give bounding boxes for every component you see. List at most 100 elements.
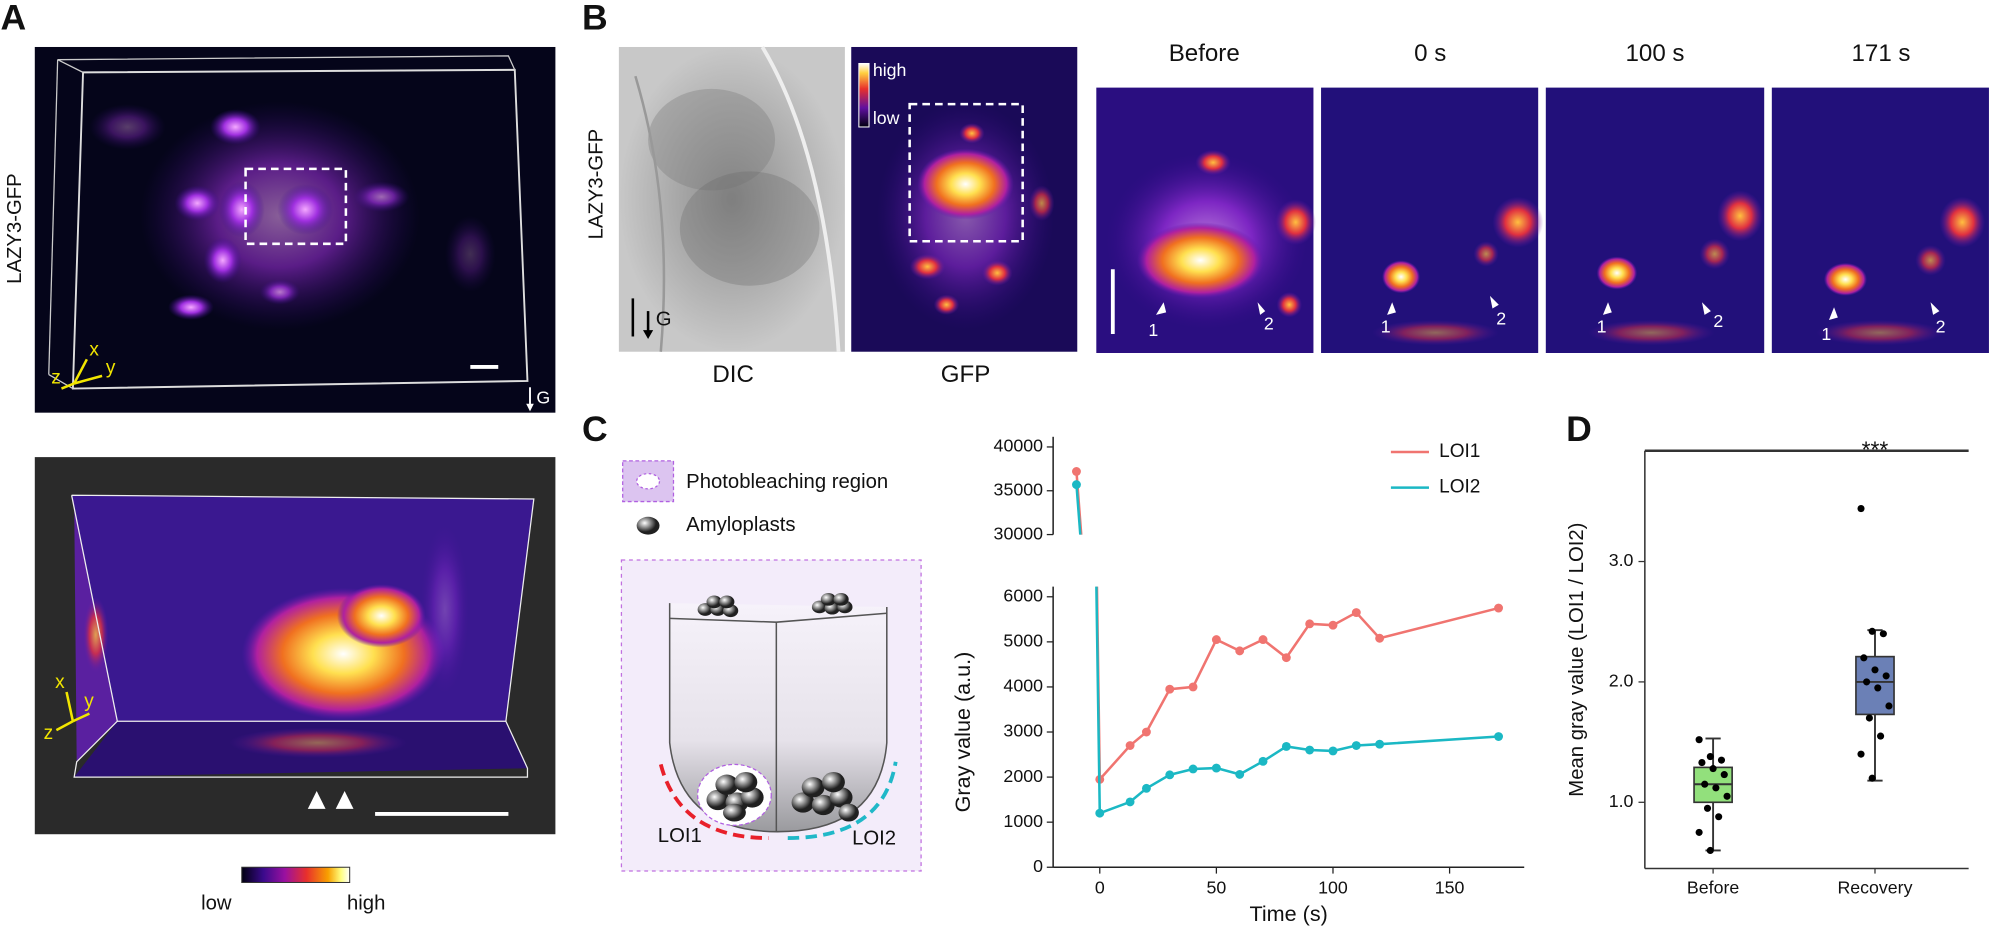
- colorbar-label: low: [873, 108, 900, 128]
- y-tick-label: 1000: [1003, 811, 1043, 831]
- point: [1857, 750, 1865, 758]
- x-tick-label: 150: [1435, 878, 1465, 898]
- x-tick-label: 0: [1095, 878, 1105, 898]
- image-label: GFP: [941, 361, 991, 388]
- axis-letter: x: [89, 339, 99, 360]
- point: [1351, 741, 1361, 750]
- point: [1494, 732, 1504, 741]
- axis-letter: x: [55, 672, 65, 693]
- y-tick-label: 2.0: [1609, 671, 1634, 691]
- legend-label: Amyloplasts: [686, 514, 795, 536]
- point: [1125, 741, 1135, 750]
- y-tick-label: 6000: [1003, 585, 1043, 605]
- y-tick-label: 0: [1033, 856, 1043, 876]
- y-tick-label: 30000: [994, 523, 1044, 543]
- y-tick-label: 1.0: [1609, 791, 1634, 811]
- time-image: [1096, 87, 1316, 353]
- point: [1375, 633, 1385, 643]
- y-tick-label: 3.0: [1609, 550, 1634, 570]
- point: [1072, 480, 1081, 490]
- x-tick-label: Recovery: [1837, 878, 1912, 898]
- point: [1698, 759, 1706, 767]
- legend-label: LOI1: [1439, 441, 1480, 462]
- panel-label: B: [582, 0, 608, 38]
- point: [1857, 504, 1865, 513]
- point: [1281, 741, 1291, 751]
- point: [1328, 620, 1338, 630]
- axis-letter: y: [106, 357, 116, 378]
- x-tick-label: 50: [1207, 878, 1227, 898]
- point: [1141, 727, 1151, 737]
- point: [1860, 654, 1868, 662]
- panel-label: D: [1566, 409, 1592, 449]
- gravity-label: G: [656, 308, 672, 330]
- marker-label: 1: [1597, 316, 1607, 336]
- significance: ***: [1862, 436, 1889, 462]
- point: [1494, 603, 1504, 613]
- marker-label: 2: [1496, 309, 1506, 329]
- y-tick-label: 40000: [994, 436, 1044, 456]
- point: [1706, 752, 1714, 761]
- point: [1235, 646, 1245, 656]
- point: [1375, 739, 1385, 749]
- panel-label: C: [582, 409, 608, 449]
- colorbar-label: high: [873, 60, 907, 80]
- dic-image: G: [618, 45, 845, 352]
- point: [1095, 808, 1105, 818]
- colorbar-label: high: [347, 892, 385, 914]
- x-tick-label: Before: [1687, 878, 1739, 898]
- image-label: DIC: [712, 361, 754, 388]
- point: [1695, 828, 1703, 836]
- point: [1703, 804, 1712, 812]
- y-label: Mean gray value (LOI1 / LOI2): [1566, 523, 1588, 797]
- point: [1305, 745, 1315, 755]
- gravity-label: G: [536, 387, 550, 407]
- point: [1235, 769, 1245, 779]
- point: [1695, 736, 1703, 744]
- y-tick-label: 35000: [994, 479, 1044, 499]
- y-label: LAZY3-GFP: [4, 173, 26, 284]
- arrowheads: [1155, 295, 1940, 320]
- point: [1165, 770, 1175, 780]
- point: [1125, 797, 1135, 807]
- marker-label: 1: [1821, 324, 1831, 344]
- point: [1188, 764, 1198, 774]
- point: [1879, 630, 1887, 638]
- line-series: [1075, 471, 1083, 535]
- point: [1871, 666, 1879, 674]
- point: [1701, 780, 1709, 788]
- point: [1717, 756, 1726, 764]
- point: [1072, 467, 1081, 476]
- marker-label: 2: [1264, 314, 1274, 334]
- point: [1865, 714, 1873, 722]
- time-image: [1321, 87, 1544, 353]
- point: [1281, 653, 1291, 663]
- point: [1868, 774, 1876, 782]
- point: [1874, 684, 1882, 692]
- point: [1351, 608, 1361, 618]
- timepoint: Before: [1169, 40, 1240, 67]
- time-image: [1545, 87, 1765, 353]
- region-label: LOI2: [852, 828, 896, 850]
- panel-a-bottom: x y z: [34, 457, 556, 883]
- gfp-image: [851, 46, 1078, 352]
- point: [1305, 619, 1315, 629]
- y-tick-label: 4000: [1003, 676, 1043, 696]
- point: [1258, 635, 1268, 645]
- point: [1709, 765, 1717, 773]
- point: [1188, 682, 1198, 692]
- timepoint: 0 s: [1414, 40, 1446, 67]
- point: [1723, 792, 1731, 800]
- point: [1877, 732, 1885, 740]
- y-tick-label: 3000: [1003, 721, 1043, 741]
- y-label: Gray value (a.u.): [950, 652, 975, 813]
- marker-label: 2: [1936, 316, 1946, 336]
- point: [1706, 846, 1714, 855]
- point: [1715, 813, 1723, 821]
- point: [1882, 672, 1890, 680]
- timepoint: 171 s: [1852, 40, 1911, 67]
- point: [1720, 771, 1728, 779]
- axis-letter: z: [44, 723, 54, 744]
- marker-label: 1: [1148, 320, 1158, 340]
